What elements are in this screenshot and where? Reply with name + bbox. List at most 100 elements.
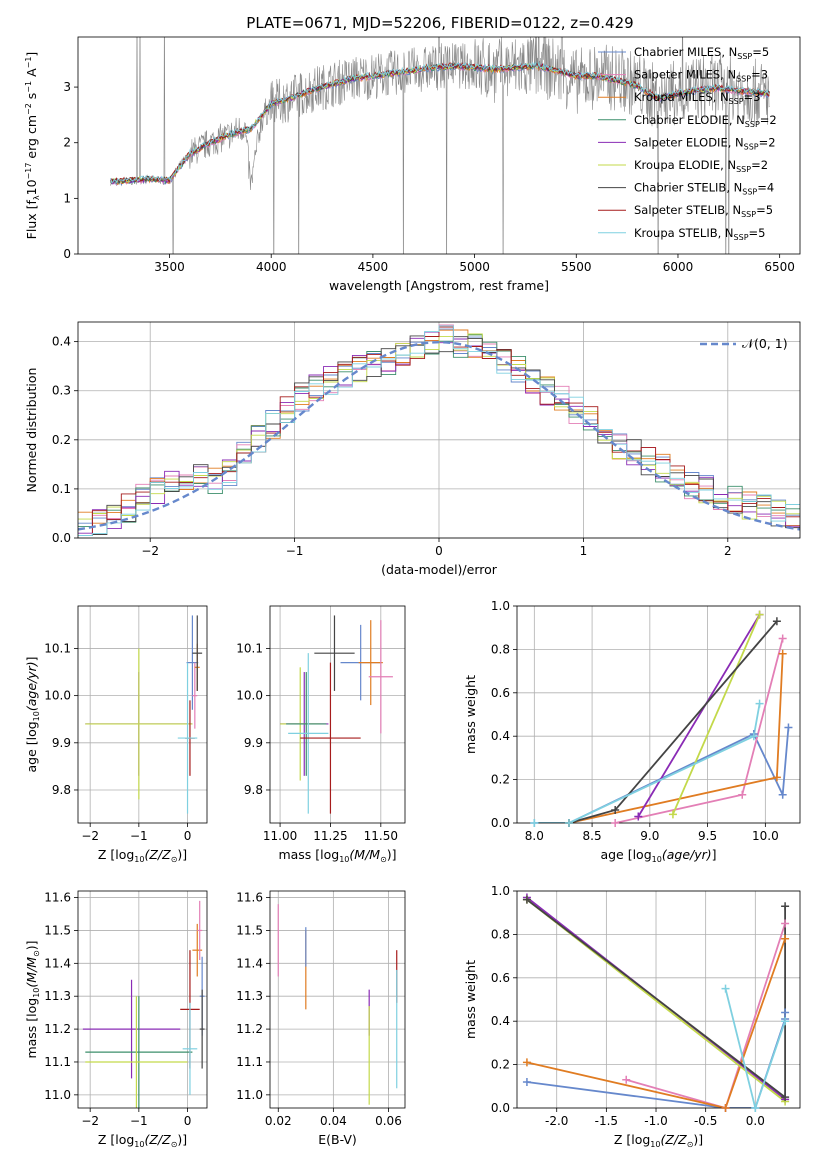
errorbar-point: [182, 1002, 198, 1095]
x-tick-label: -1.0: [644, 1114, 667, 1128]
y-tick-label: 0.3: [52, 384, 71, 398]
mass-weight-vs-age-y-axis-label: mass weight: [463, 675, 478, 754]
x-tick-label: −2: [141, 544, 159, 558]
mass-weight-marker: [721, 984, 730, 993]
y-tick-label: 9.8: [52, 783, 71, 797]
x-tick-label: 8.5: [583, 829, 602, 843]
legend-entry: Kroupa STELIB, NSSP=5: [634, 226, 765, 242]
legend-entry: Kroupa ELODIE, NSSP=2: [634, 158, 768, 174]
y-tick-label: 11.4: [236, 956, 263, 970]
mass-weight-marker: [634, 812, 643, 821]
y-tick-label: 1: [63, 191, 71, 205]
mass-weight-marker: [778, 790, 787, 799]
mass-weight-marker: [721, 1104, 730, 1112]
y-tick-label: 9.9: [244, 736, 263, 750]
y-tick-label: 0.8: [491, 927, 510, 941]
mass-weight-vs-age-panel: 8.0 8.5 9.0 9.5 10.0 0.0 0.2 0.4 0.6 0.8 1.0 age [l…: [463, 599, 801, 864]
mass-weight-marker: [522, 895, 531, 904]
y-tick-label: 0.4: [491, 1014, 510, 1028]
mass-weight-marker: [611, 819, 620, 827]
mass-weight-line: [534, 703, 761, 823]
y-tick-label: 11.6: [236, 891, 263, 905]
x-tick-label: 1: [580, 544, 588, 558]
mass-vs-ebv-plot-area: [277, 904, 398, 1105]
x-tick-label: 0.04: [320, 1114, 347, 1128]
errorbar-point: [177, 662, 198, 814]
mass-weight-marker: [530, 819, 539, 827]
residuals-plot-area: [78, 324, 800, 536]
errorbar-point: [85, 648, 193, 800]
gaussian-curve: [78, 340, 800, 531]
mass-weight-marker: [772, 617, 781, 626]
mass-vs-metallicity-grid: [78, 891, 207, 1108]
spectrum-legend: Chabrier MILES, NSSP=5 Salpeter MILES, NS…: [598, 45, 777, 242]
mass-weight-line: [637, 614, 761, 817]
age-vs-metallicity-y-axis-label: age [log10(age/yr)]: [24, 656, 41, 772]
x-tick-label: 4000: [256, 260, 287, 274]
y-tick-label: 0.1: [52, 482, 71, 496]
mass-weight-line: [672, 614, 761, 815]
mass-weight-vs-age-axes-frame: [516, 605, 801, 824]
mass-weight-line: [526, 938, 786, 1108]
x-tick-label: 0.0: [746, 1114, 765, 1128]
mass-weight-marker: [781, 919, 790, 928]
legend-entry: Chabrier STELIB, NSSP=4: [634, 181, 774, 197]
y-tick-label: 11.5: [44, 923, 71, 937]
x-tick-label: 8.0: [525, 829, 544, 843]
residuals-y-axis-label: Normed distribution: [24, 368, 39, 493]
mass-weight-marker: [781, 1008, 790, 1017]
errorbar-point: [192, 923, 203, 977]
errorbar-point: [286, 672, 327, 776]
mass-vs-metallicity-x-axis-label: Z [log10(Z/Z⊙)]: [98, 1132, 187, 1149]
y-tick-label: 11.0: [236, 1088, 263, 1102]
residuals-axes-frame: [77, 321, 801, 539]
age-vs-metallicity-plot-area: [85, 615, 203, 814]
x-tick-label: −2: [81, 1114, 99, 1128]
mass-weight-line: [625, 923, 786, 1108]
mass-weight-marker: [622, 1075, 631, 1084]
residuals-x-axis-label: (data-model)/error: [381, 562, 498, 577]
mass-weight-marker: [738, 790, 747, 799]
errorbar-point: [358, 620, 383, 706]
age-vs-mass-x-axis-label: mass [log10(M/M⊙)]: [278, 847, 396, 864]
age-vs-metallicity-axes-frame: [77, 605, 208, 824]
errorbar-point: [199, 989, 205, 1069]
y-tick-label: 0.8: [491, 642, 510, 656]
mass-vs-ebv-grid: [270, 891, 405, 1108]
x-tick-label: 5000: [459, 260, 490, 274]
legend-entry: Salpeter STELIB, NSSP=5: [634, 203, 773, 219]
y-tick-label: 11.1: [236, 1055, 263, 1069]
y-tick-label: 10.0: [44, 689, 71, 703]
x-tick-label: −1: [130, 1114, 148, 1128]
mass-weight-vs-metallicity-y-axis-label: mass weight: [463, 960, 478, 1039]
y-tick-label: 0.2: [491, 1058, 510, 1072]
mass-weight-marker: [755, 610, 764, 619]
x-tick-label: −2: [81, 829, 99, 843]
errorbar-point: [85, 996, 188, 1108]
y-tick-label: 11.1: [44, 1055, 71, 1069]
mass-weight-vs-metallicity-axes-frame: [516, 890, 801, 1109]
y-tick-label: 2: [63, 136, 71, 150]
y-tick-label: 11.2: [236, 1022, 263, 1036]
mass-vs-ebv-panel: 0.02 0.04 0.06 11.0 11.1 11.2 11.3 11.4 11.5 11.6…: [236, 891, 406, 1147]
spectrum-model-line: [110, 63, 770, 187]
errorbar-point: [186, 615, 199, 710]
mass-weight-vs-age-plot-area: [534, 614, 790, 823]
residual-histogram-step: [78, 335, 800, 536]
mass-weight-marker: [564, 819, 573, 827]
x-tick-label: 9.5: [698, 829, 717, 843]
mass-weight-marker: [781, 902, 790, 911]
mass-weight-marker: [522, 1058, 531, 1067]
mass-weight-line: [724, 988, 786, 1108]
mass-vs-metallicity-plot-area: [82, 900, 205, 1108]
y-tick-label: 0.2: [52, 433, 71, 447]
errorbar-point: [300, 662, 361, 814]
legend-entry: Chabrier MILES, NSSP=5: [634, 45, 769, 61]
y-tick-label: 3: [63, 80, 71, 94]
x-tick-label: 0.06: [375, 1114, 402, 1128]
spectrum-plot-area: [110, 37, 770, 254]
x-tick-label: 11.25: [313, 829, 347, 843]
spectrum-panel: 3500 4000 4500 5000 5500 6000 6500 0 1 2 3 Chabrier…: [24, 36, 801, 293]
spectrum-x-axis-label: wavelength [Angstrom, rest frame]: [329, 278, 549, 293]
